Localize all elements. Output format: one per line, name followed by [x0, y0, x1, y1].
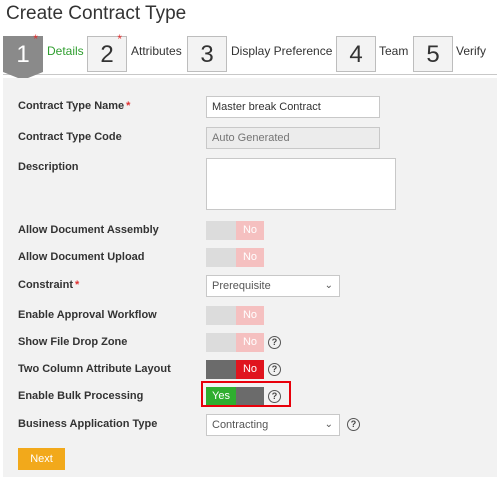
step-number: 5 — [413, 36, 453, 72]
help-icon[interactable]: ? — [268, 390, 281, 403]
wizard-steps: 1 * Details 2 * Attributes 3 Display Prefe… — [3, 32, 497, 80]
business-application-type-select[interactable]: Contracting ⌄ — [206, 414, 340, 436]
step-number: 4 — [336, 36, 376, 72]
show-file-drop-zone-label: Show File Drop Zone — [18, 336, 128, 348]
description-label: Description — [18, 161, 79, 173]
allow-document-assembly-label: Allow Document Assembly — [18, 224, 159, 236]
steps-divider — [3, 74, 497, 75]
help-icon[interactable]: ? — [268, 363, 281, 376]
step-label: Attributes — [131, 44, 182, 58]
step-label: Display Preference — [231, 44, 333, 58]
enable-approval-workflow-label: Enable Approval Workflow — [18, 309, 157, 321]
show-file-drop-zone-toggle[interactable]: No — [206, 333, 264, 352]
step-display-preference[interactable]: 3 Display Preference — [187, 32, 337, 76]
allow-document-upload-toggle[interactable]: No — [206, 248, 264, 267]
chevron-down-icon: ⌄ — [324, 419, 333, 430]
business-application-type-label: Business Application Type — [18, 418, 158, 430]
enable-approval-workflow-toggle[interactable]: No — [206, 306, 264, 325]
step-label: Details — [47, 44, 84, 58]
constraint-select[interactable]: Prerequisite ⌄ — [206, 275, 340, 297]
help-icon[interactable]: ? — [268, 336, 281, 349]
two-column-attribute-layout-label: Two Column Attribute Layout — [18, 363, 171, 375]
contract-type-code-label: Contract Type Code — [18, 131, 122, 143]
allow-document-assembly-toggle[interactable]: No — [206, 221, 264, 240]
step-team[interactable]: 4 Team — [336, 32, 414, 76]
next-button[interactable]: Next — [18, 448, 65, 470]
enable-bulk-processing-label: Enable Bulk Processing — [18, 390, 144, 402]
description-textarea[interactable] — [206, 158, 396, 210]
chevron-down-icon: ⌄ — [324, 280, 333, 291]
step-label: Verify — [456, 44, 487, 58]
step-details[interactable]: 1 * Details — [3, 32, 87, 80]
help-icon[interactable]: ? — [347, 418, 360, 431]
step-number: 3 — [187, 36, 227, 72]
two-column-attribute-layout-toggle[interactable]: No — [206, 360, 264, 379]
step-attributes[interactable]: 2 * Attributes — [87, 32, 187, 76]
step-number: 1 * — [3, 33, 43, 72]
contract-type-form: Contract Type Name* Contract Type Code D… — [3, 78, 497, 477]
contract-type-name-input[interactable] — [206, 96, 380, 118]
step-verify[interactable]: 5 Verify — [413, 32, 497, 76]
enable-bulk-processing-toggle[interactable]: Yes — [206, 387, 264, 406]
active-step-arrow-icon — [3, 72, 43, 80]
page-title: Create Contract Type — [6, 3, 187, 24]
constraint-label: Constraint * — [18, 279, 80, 291]
step-label: Team — [379, 44, 409, 58]
step-number: 2 * — [87, 33, 127, 72]
highlight-box — [201, 381, 291, 407]
contract-type-code-input — [206, 127, 380, 149]
allow-document-upload-label: Allow Document Upload — [18, 251, 145, 263]
contract-type-name-label: Contract Type Name * — [18, 100, 131, 112]
